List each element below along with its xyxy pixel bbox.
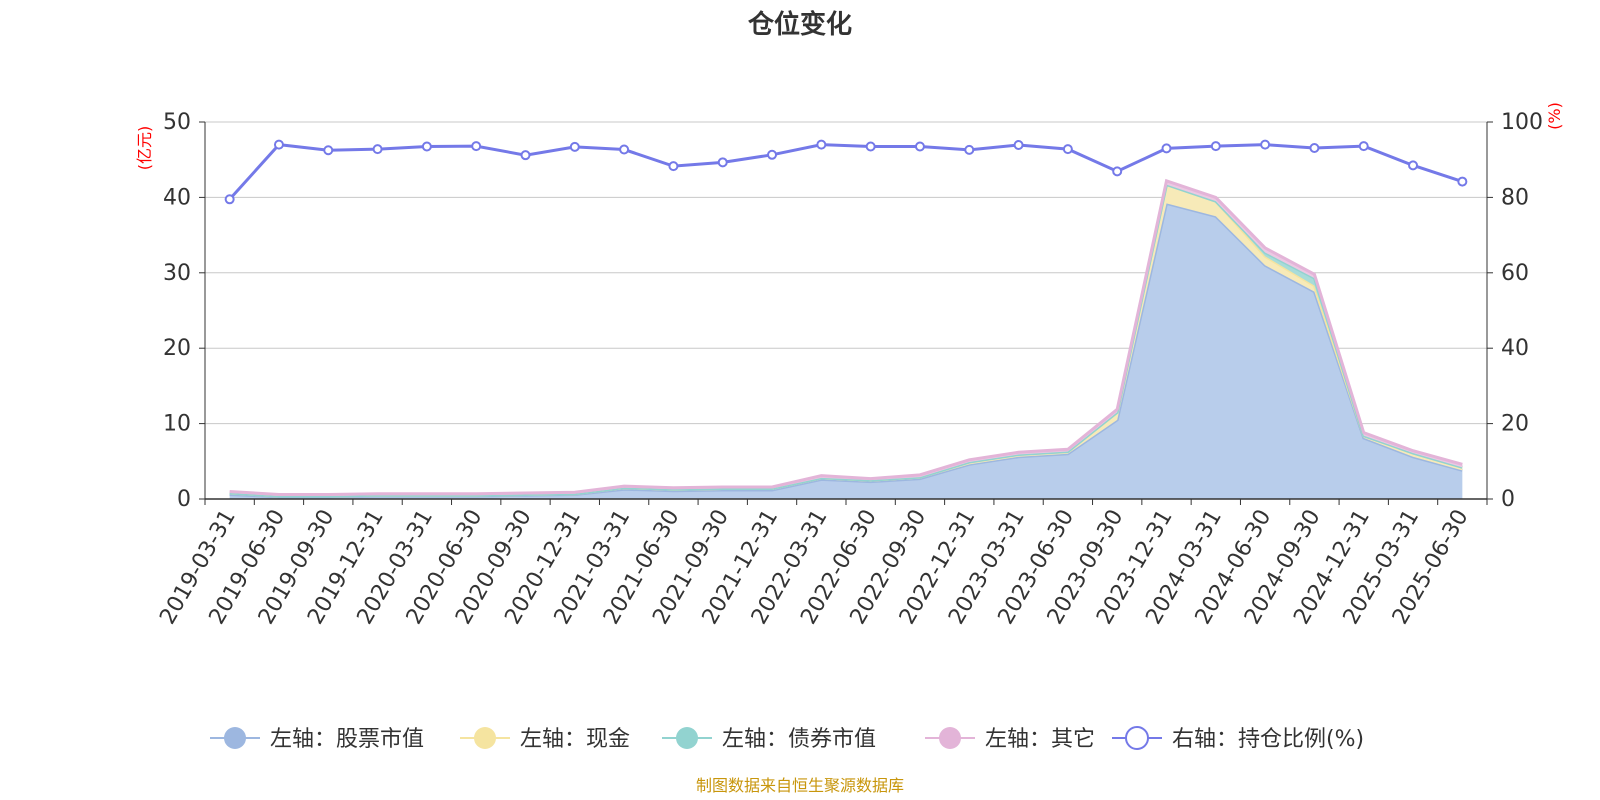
left-axis-tick-label: 20 [163, 336, 191, 361]
right-axis-tick-label: 0 [1501, 487, 1515, 512]
ratio-point [1013, 139, 1024, 150]
left-axis-tick-label: 50 [163, 110, 191, 135]
ratio-point [471, 141, 482, 152]
ratio-point [1260, 139, 1271, 150]
ratio-point [865, 141, 876, 152]
left-axis-tick-label: 10 [163, 412, 191, 437]
right-axis-tick-label: 40 [1501, 336, 1529, 361]
left-axis-tick-label: 40 [163, 185, 191, 210]
ratio-point [767, 149, 778, 160]
right-axis-tick-label: 100 [1501, 110, 1543, 135]
ratio-point [1408, 160, 1419, 171]
right-axis-tick-label: 80 [1501, 185, 1529, 210]
legend-marker [676, 727, 698, 749]
right-axis-unit-label: (%) [1545, 102, 1564, 130]
left-axis-tick-label: 0 [177, 487, 191, 512]
ratio-point [323, 145, 334, 156]
ratio-point [619, 144, 630, 155]
ratio-point [1457, 176, 1468, 187]
ratio-point [372, 144, 383, 155]
right-axis-tick-label: 60 [1501, 261, 1529, 286]
legend-label: 左轴：股票市值 [270, 727, 424, 752]
legend-marker [939, 727, 961, 749]
legend-label: 左轴：其它 [985, 727, 1095, 752]
legend-marker [224, 727, 246, 749]
ratio-point [914, 141, 925, 152]
left-axis-tick-label: 30 [163, 261, 191, 286]
ratio-point [717, 157, 728, 168]
ratio-line-path [228, 143, 1463, 201]
ratio-point [1358, 141, 1369, 152]
legend-label: 右轴：持仓比例(%) [1172, 727, 1364, 752]
ratio-point [1062, 144, 1073, 155]
area-左轴：股票市值 [229, 203, 1463, 499]
legend-label: 左轴：现金 [520, 727, 630, 752]
right-axis-tick-label: 20 [1501, 412, 1529, 437]
stacked-areas [229, 178, 1463, 499]
ratio-point [421, 141, 432, 152]
ratio-point [273, 139, 284, 150]
legend-marker [474, 727, 496, 749]
ratio-point [1161, 143, 1172, 154]
ratio-point [569, 141, 580, 152]
ratio-point [520, 150, 531, 161]
ratio-point [668, 161, 679, 172]
ratio-point [816, 139, 827, 150]
area-edge-左轴：其它 [229, 178, 1463, 496]
ratio-point [1309, 143, 1320, 154]
source-footnote: 制图数据来自恒生聚源数据库 [696, 776, 904, 795]
ratio-point [1210, 141, 1221, 152]
ratio-point [1112, 166, 1123, 177]
legend: 左轴：股票市值 左轴：现金 左轴：债券市值 左轴：其它 右轴：持仓比例(%) [210, 726, 1364, 752]
left-axis-unit-label: (亿元) [135, 126, 154, 171]
ratio-point [224, 194, 235, 205]
legend-marker [1125, 726, 1149, 750]
ratio-line [224, 139, 1468, 205]
ratio-point [964, 144, 975, 155]
chart-title: 仓位变化 [747, 9, 852, 40]
legend-label: 左轴：债券市值 [722, 727, 876, 752]
